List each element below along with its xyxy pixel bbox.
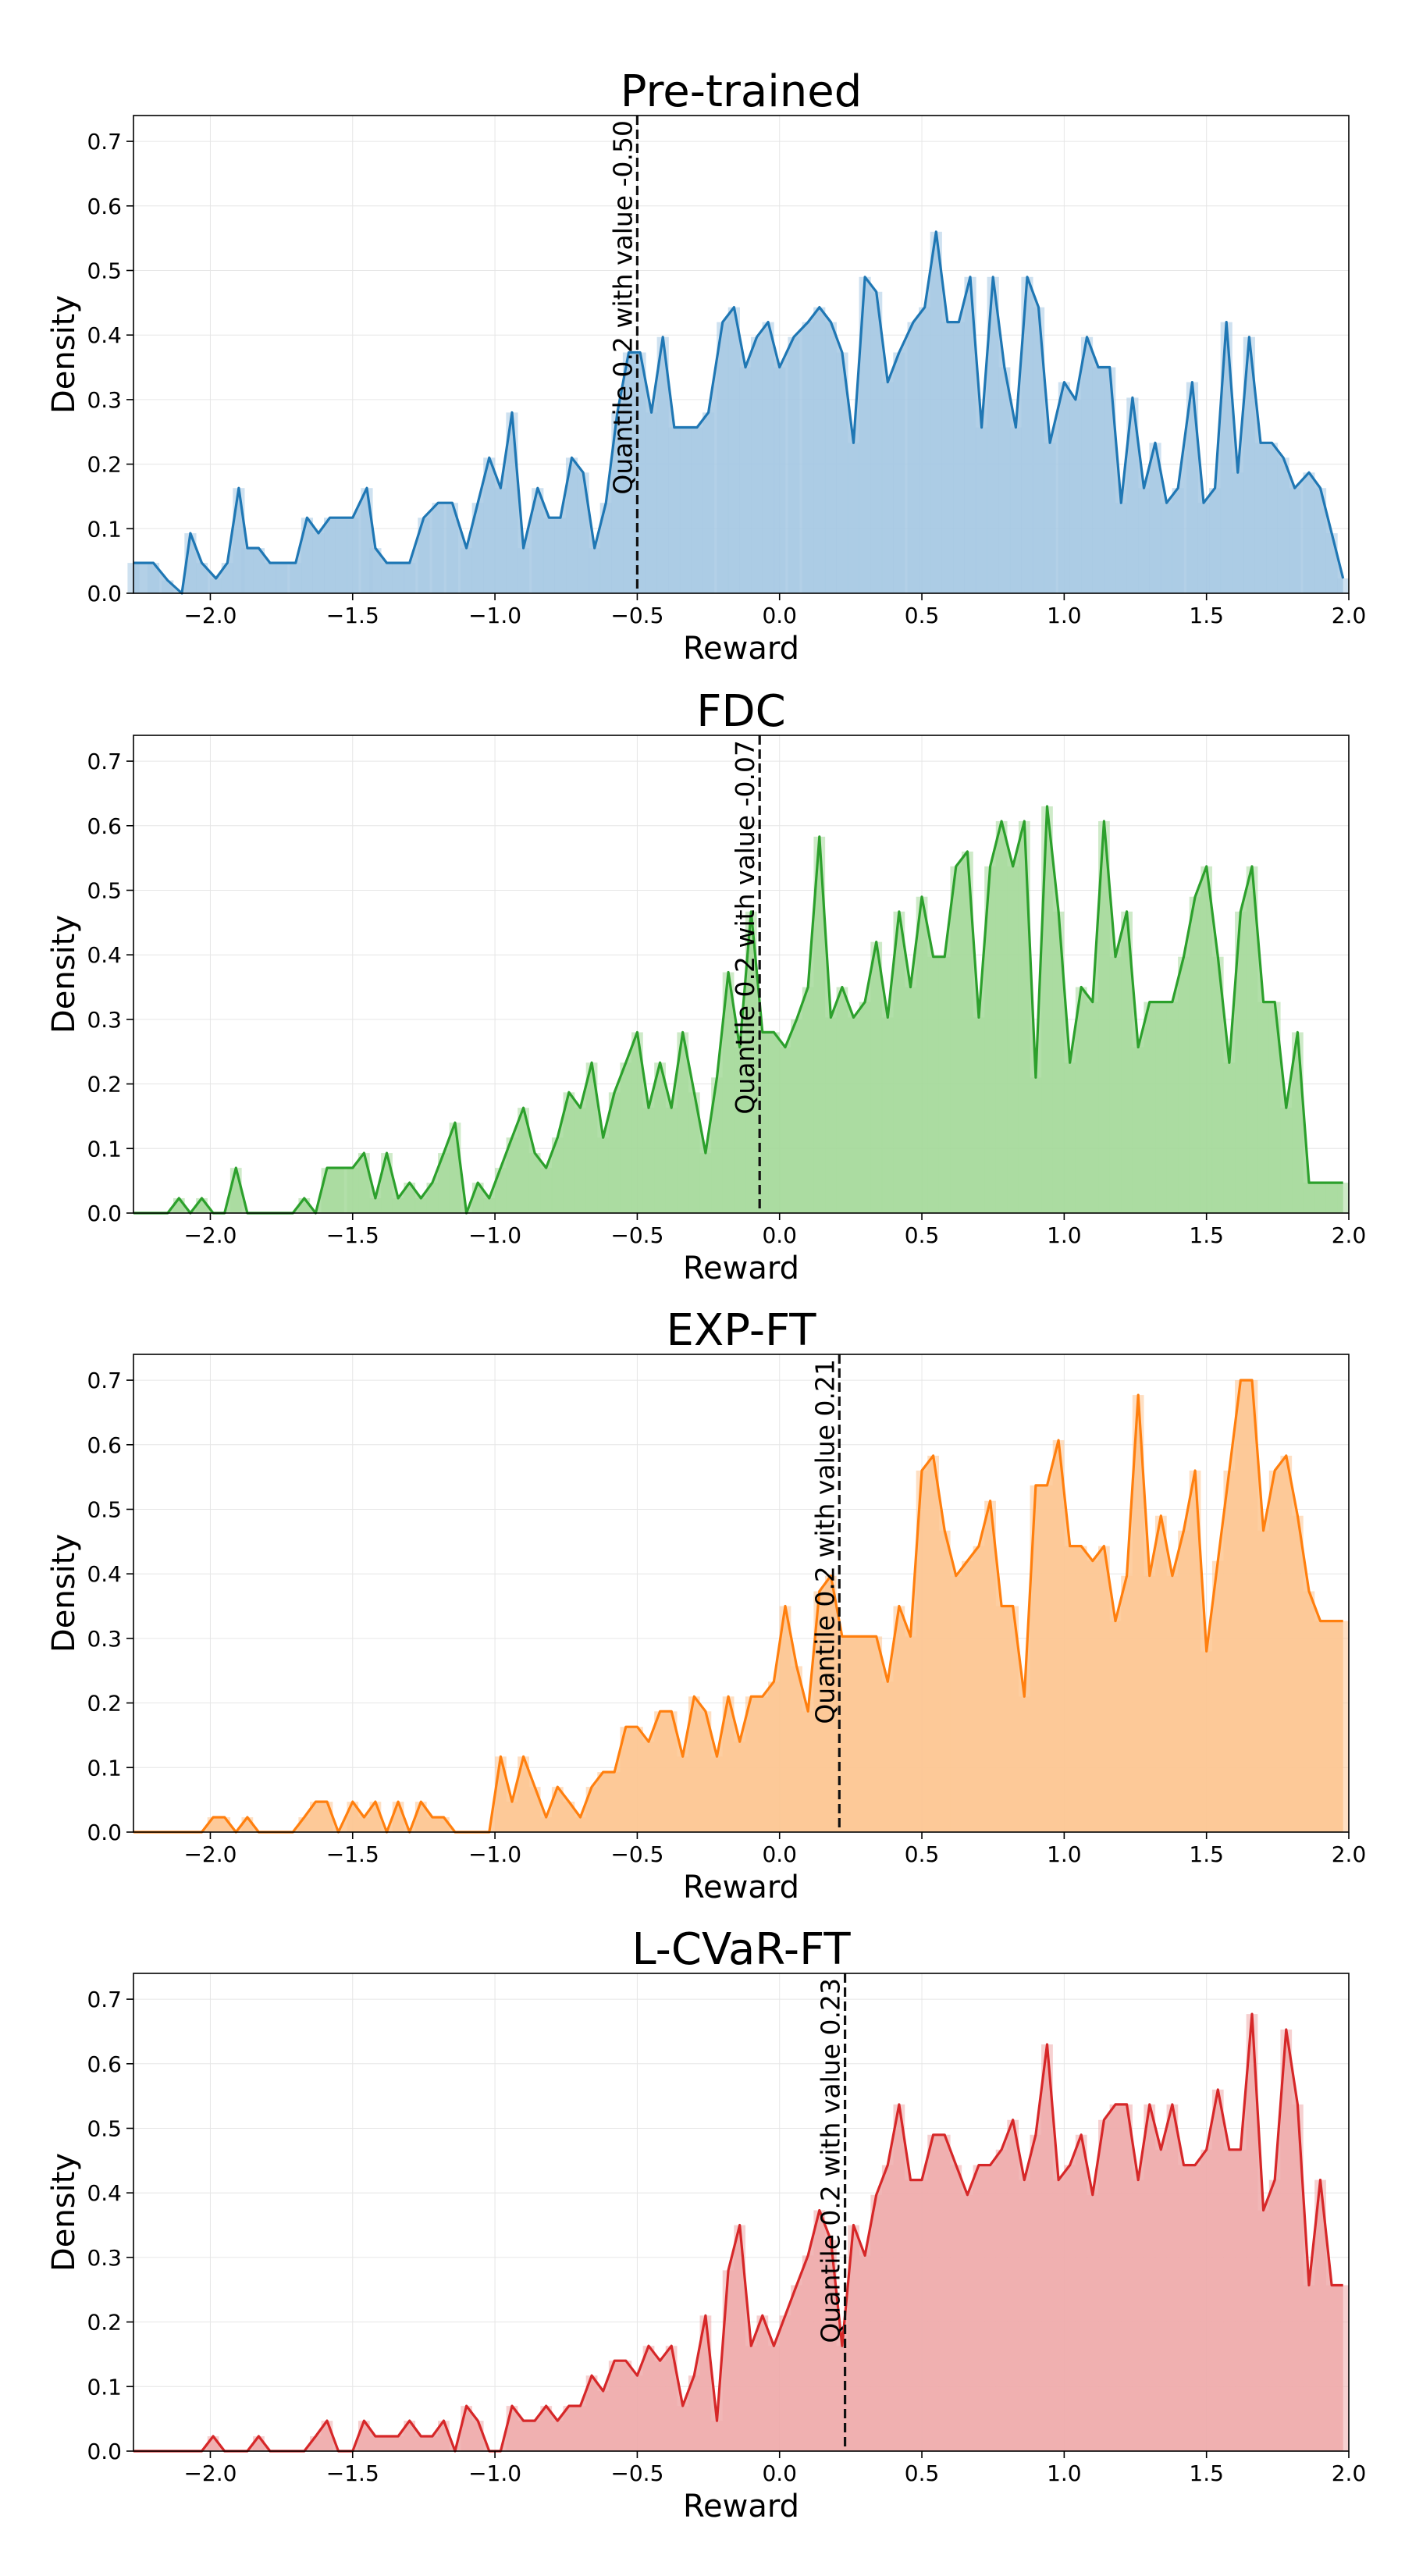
y-tick-label: 0.6: [87, 813, 122, 839]
x-tick-label: 0.5: [905, 1841, 940, 1867]
density-area: [133, 231, 1343, 593]
y-tick-label: 0.5: [87, 877, 122, 903]
y-axis-label: Density: [46, 295, 82, 414]
x-tick-label: −0.5: [610, 2460, 663, 2486]
y-tick-label: 0.4: [87, 2180, 122, 2206]
x-tick-label: −2.0: [183, 1222, 237, 1248]
x-tick-label: 2.0: [1332, 603, 1367, 628]
y-tick-label: 0.0: [87, 1201, 122, 1226]
x-tick-label: −0.5: [610, 603, 663, 628]
x-tick-label: 0.0: [762, 2460, 797, 2486]
chart-3: Quantile 0.2 with value 0.21 −2.0 −1.5 −1.0…: [46, 1305, 1366, 1905]
x-tick-label: 1.0: [1047, 2460, 1082, 2486]
x-tick-label: −0.5: [610, 1841, 663, 1867]
x-tick-label: 2.0: [1332, 2460, 1367, 2486]
chart-title: FDC: [696, 686, 785, 737]
x-tick-label: −1.5: [326, 1841, 379, 1867]
chart-4: Quantile 0.2 with value 0.23 −2.0 −1.5 −1.0…: [46, 1924, 1366, 2524]
x-axis-label: Reward: [683, 631, 799, 667]
chart-1: Quantile 0.2 with value -0.50 −2.0 −1.5 −1.…: [46, 66, 1366, 667]
x-tick-label: −0.5: [610, 1222, 663, 1248]
x-tick-label: −2.0: [183, 603, 237, 628]
x-tick-label: −1.0: [468, 603, 521, 628]
chart-title: Pre-trained: [621, 66, 863, 117]
y-tick-label: 0.1: [87, 1755, 122, 1781]
x-tick-label: 1.5: [1189, 603, 1224, 628]
quantile-label: Quantile 0.2 with value -0.07: [730, 740, 760, 1115]
x-axis-label: Reward: [683, 1870, 799, 1905]
axes-frame: [133, 1354, 1350, 1833]
x-tick-label: 1.5: [1189, 1841, 1224, 1867]
quantile-label: Quantile 0.2 with value 0.23: [816, 1978, 846, 2343]
x-tick-label: −2.0: [183, 2460, 237, 2486]
x-tick-label: −1.0: [468, 1841, 521, 1867]
y-tick-label: 0.0: [87, 1820, 122, 1845]
x-tick-label: 0.5: [905, 603, 940, 628]
y-tick-label: 0.0: [87, 581, 122, 607]
x-tick-label: 0.0: [762, 603, 797, 628]
y-tick-label: 0.4: [87, 322, 122, 348]
x-tick-label: −1.5: [326, 603, 379, 628]
y-axis-label: Density: [46, 2153, 82, 2272]
axes-frame: [133, 115, 1350, 594]
chart-title: L-CVaR-FT: [631, 1924, 851, 1975]
density-line: [133, 230, 1345, 595]
x-tick-label: 0.5: [905, 2460, 940, 2486]
y-tick-label: 0.2: [87, 2310, 122, 2336]
y-tick-label: 0.6: [87, 2051, 122, 2077]
density-area: [133, 806, 1343, 1213]
density-line: [133, 1379, 1343, 1834]
density-line: [133, 805, 1343, 1215]
y-tick-label: 0.0: [87, 2439, 122, 2464]
y-tick-label: 0.3: [87, 1007, 122, 1033]
density-area: [133, 1380, 1343, 1832]
x-tick-label: 1.5: [1189, 1222, 1224, 1248]
quantile-label: Quantile 0.2 with value -0.50: [607, 120, 638, 495]
y-tick-label: 0.7: [87, 749, 122, 774]
x-tick-label: −1.0: [468, 2460, 521, 2486]
x-tick-label: 2.0: [1332, 1222, 1367, 1248]
y-tick-label: 0.4: [87, 1561, 122, 1587]
x-tick-label: 0.0: [762, 1222, 797, 1248]
x-axis-label: Reward: [683, 2489, 799, 2524]
y-tick-label: 0.2: [87, 1691, 122, 1717]
y-tick-label: 0.5: [87, 258, 122, 283]
x-tick-label: 1.0: [1047, 603, 1082, 628]
quantile-label: Quantile 0.2 with value 0.21: [809, 1359, 840, 1724]
y-tick-label: 0.3: [87, 2245, 122, 2271]
y-axis-label: Density: [46, 1534, 82, 1653]
y-tick-label: 0.6: [87, 1432, 122, 1458]
y-tick-label: 0.7: [87, 1368, 122, 1393]
x-tick-label: 0.0: [762, 1841, 797, 1867]
chart-title: EXP-FT: [667, 1305, 817, 1356]
y-tick-label: 0.4: [87, 942, 122, 968]
x-tick-label: −1.0: [468, 1222, 521, 1248]
x-axis-label: Reward: [683, 1251, 799, 1286]
y-tick-label: 0.3: [87, 1626, 122, 1652]
chart-2: Quantile 0.2 with value -0.07 −2.0 −1.5 −1.…: [46, 686, 1366, 1286]
y-tick-label: 0.5: [87, 1496, 122, 1522]
y-tick-label: 0.3: [87, 387, 122, 413]
y-tick-label: 0.6: [87, 194, 122, 219]
x-tick-label: 1.0: [1047, 1222, 1082, 1248]
axes-frame: [133, 1973, 1350, 2452]
x-tick-label: −1.5: [326, 2460, 379, 2486]
x-tick-label: −2.0: [183, 1841, 237, 1867]
y-tick-label: 0.1: [87, 516, 122, 542]
x-tick-label: 1.0: [1047, 1841, 1082, 1867]
axes-frame: [133, 735, 1350, 1214]
x-tick-label: −1.5: [326, 1222, 379, 1248]
y-tick-label: 0.5: [87, 2115, 122, 2141]
y-tick-label: 0.2: [87, 452, 122, 478]
y-tick-label: 0.1: [87, 1136, 122, 1162]
y-tick-label: 0.1: [87, 2374, 122, 2400]
y-tick-label: 0.7: [87, 129, 122, 155]
x-tick-label: 1.5: [1189, 2460, 1224, 2486]
x-tick-label: 2.0: [1332, 1841, 1367, 1867]
y-tick-label: 0.2: [87, 1072, 122, 1098]
y-axis-label: Density: [46, 915, 82, 1034]
x-tick-label: 0.5: [905, 1222, 940, 1248]
y-tick-label: 0.7: [87, 1987, 122, 2012]
